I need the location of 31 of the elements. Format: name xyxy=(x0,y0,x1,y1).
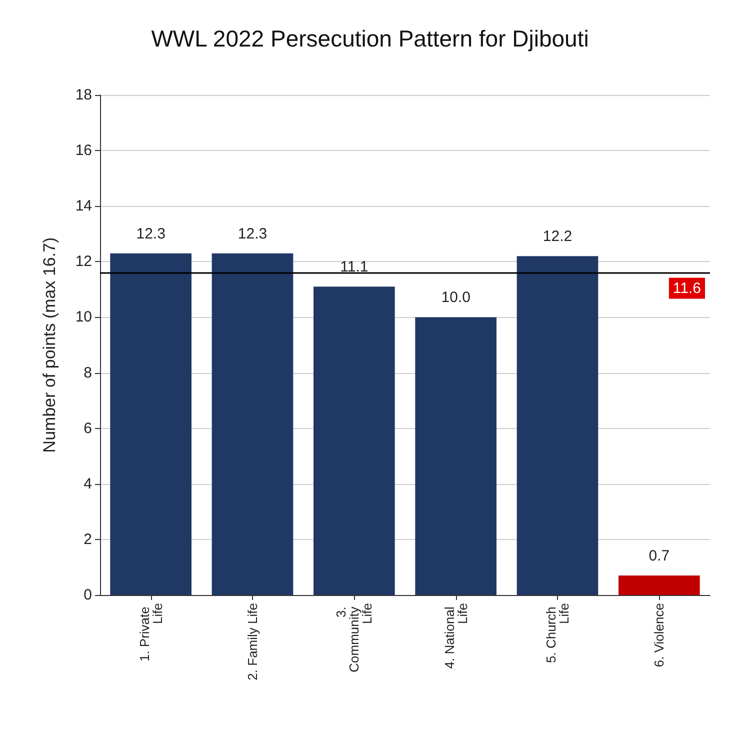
y-tick-label: 0 xyxy=(84,586,92,604)
data-label: 10.0 xyxy=(441,289,470,306)
data-label: 0.7 xyxy=(648,548,670,565)
bar xyxy=(415,317,496,595)
y-tick-label: 18 xyxy=(75,86,92,104)
data-label: 11.1 xyxy=(340,258,368,276)
y-tick-label: 16 xyxy=(75,142,92,160)
x-tick-label: 2. Family Life xyxy=(245,603,260,680)
x-tick-label: 1. Private Life xyxy=(136,603,165,662)
y-tick-label: 4 xyxy=(84,475,92,492)
x-tick-label: 6. Violence xyxy=(652,603,667,668)
x-tick-label: 3. Community Life xyxy=(334,603,375,672)
data-label: 12.3 xyxy=(136,225,166,242)
bar xyxy=(516,256,598,595)
bar xyxy=(110,253,192,595)
data-label: 12.2 xyxy=(542,228,572,246)
y-tick-label: 12 xyxy=(75,253,92,270)
data-label: 12.3 xyxy=(238,225,268,242)
y-tick-label: 2 xyxy=(84,530,92,548)
y-tick-label: 8 xyxy=(84,364,92,382)
bar xyxy=(212,253,294,595)
x-tick-label: 5. Church Life xyxy=(544,603,572,663)
bar xyxy=(314,286,395,595)
y-tick-label: 14 xyxy=(75,198,92,215)
bar xyxy=(618,576,700,595)
x-tick-label: 4. National Life xyxy=(442,603,470,669)
y-tick-label: 6 xyxy=(84,420,92,437)
y-axis-title: Number of points (max 16.7) xyxy=(40,237,59,453)
y-tick-label: 10 xyxy=(75,308,92,326)
ref-line-label: 11.6 xyxy=(672,280,701,297)
chart-title: WWL 2022 Persecution Pattern for Djibouti xyxy=(151,26,589,52)
